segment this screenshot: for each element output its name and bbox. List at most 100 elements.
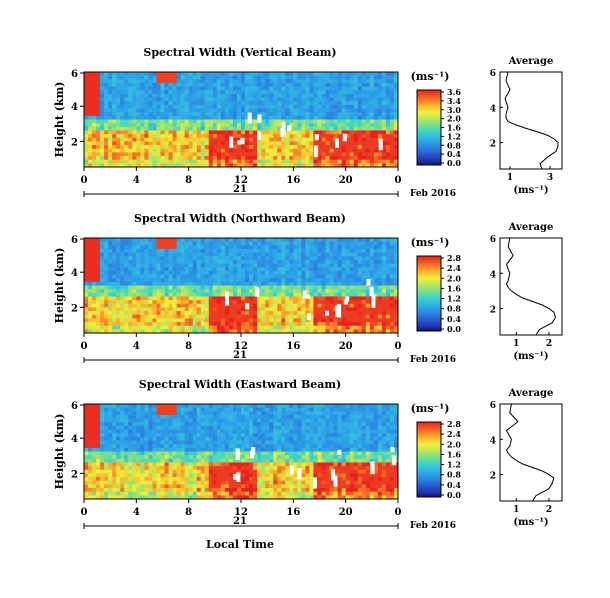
- heatmap-cell: [200, 292, 206, 297]
- heatmap-cell: [333, 130, 339, 135]
- heatmap-cell: [156, 141, 161, 146]
- heatmap-cell: [100, 245, 105, 250]
- heatmap-cell: [224, 97, 230, 102]
- heatmap-cell: [152, 101, 157, 106]
- heatmap-cell: [184, 422, 190, 427]
- heatmap-cell: [357, 112, 363, 117]
- heatmap-cell: [164, 126, 169, 131]
- heatmap-cell: [168, 159, 173, 164]
- heatmap-cell: [144, 104, 149, 109]
- heatmap-cell: [100, 152, 105, 157]
- heatmap-cell: [353, 130, 359, 135]
- heatmap-cell: [317, 115, 322, 120]
- heatmap-cell: [253, 314, 258, 319]
- heatmap-cell: [148, 289, 153, 294]
- heatmap-cell: [128, 108, 133, 113]
- heatmap-cell: [136, 267, 141, 272]
- heatmap-cell: [341, 156, 347, 161]
- heatmap-cell: [116, 263, 121, 268]
- heatmap-cell: [108, 108, 113, 113]
- heatmap-cell: [317, 72, 322, 77]
- heatmap-cell: [385, 126, 391, 131]
- heatmap-cell: [100, 259, 105, 264]
- heatmap-cell: [116, 134, 121, 139]
- heatmap-cell: [84, 256, 89, 261]
- heatmap-cell: [196, 252, 202, 257]
- heatmap-cell: [128, 72, 133, 77]
- colorbar-tick-label: 0.8: [447, 140, 461, 150]
- heatmap-cell: [349, 152, 355, 157]
- heatmap-cell: [281, 75, 286, 80]
- heatmap-cell: [184, 303, 190, 308]
- heatmap-cell: [128, 145, 133, 150]
- heatmap-cell: [196, 101, 202, 106]
- heatmap-cell: [301, 241, 306, 246]
- heatmap-cell: [88, 447, 93, 452]
- heatmap-cell: [144, 259, 149, 264]
- heatmap-cell: [204, 86, 210, 91]
- heatmap-cell: [232, 263, 238, 268]
- heatmap-cell: [297, 256, 302, 261]
- heatmap-cell: [88, 241, 93, 246]
- heatmap-cell: [112, 466, 117, 471]
- heatmap-cell: [108, 300, 113, 305]
- heatmap-cell: [285, 263, 290, 268]
- heatmap-cell: [289, 72, 294, 77]
- heatmap-cell: [84, 79, 89, 84]
- heatmap-cell: [96, 278, 101, 283]
- heatmap-cell: [204, 263, 210, 268]
- heatmap-cell: [321, 259, 326, 264]
- heatmap-cell: [108, 285, 113, 290]
- heatmap-cell: [188, 119, 194, 124]
- heatmap-cell: [100, 473, 105, 478]
- heatmap-cell: [289, 285, 294, 290]
- heatmap-cell: [180, 278, 186, 283]
- heatmap-cell: [369, 245, 375, 250]
- heatmap-cell: [164, 491, 169, 496]
- heatmap-cell: [108, 152, 113, 157]
- heatmap-cell: [148, 404, 153, 409]
- heatmap-cell: [369, 90, 375, 95]
- heatmap-cell: [381, 148, 387, 153]
- heatmap-cell: [116, 145, 121, 150]
- heatmap-cell: [144, 72, 149, 77]
- heatmap-cell: [184, 407, 190, 412]
- heatmap-cell: [253, 75, 258, 80]
- heatmap-cell: [88, 245, 93, 250]
- heatmap-cell: [96, 134, 101, 139]
- heatmap-cell: [309, 104, 314, 109]
- heatmap-cell: [269, 241, 274, 246]
- heatmap-cell: [196, 436, 202, 441]
- heatmap-cell: [393, 307, 399, 312]
- heatmap-cell: [148, 462, 153, 467]
- colorbar-tick-label: 0.0: [447, 158, 461, 168]
- heatmap-cell: [393, 252, 399, 257]
- heatmap-cell: [385, 130, 391, 135]
- heatmap-cell: [236, 285, 242, 290]
- heatmap-cell: [333, 322, 339, 327]
- heatmap-cell: [84, 285, 89, 290]
- heatmap-cell: [116, 318, 121, 323]
- heatmap-cell: [241, 256, 246, 261]
- heatmap-cell: [333, 123, 339, 128]
- heatmap-cell: [353, 104, 359, 109]
- heatmap-cell: [301, 303, 306, 308]
- heatmap-cell: [132, 296, 137, 301]
- heatmap-cell: [116, 433, 121, 438]
- heatmap-cell: [160, 126, 165, 131]
- heatmap-cell: [373, 145, 379, 150]
- heatmap-cell: [172, 104, 177, 109]
- heatmap-cell: [361, 104, 367, 109]
- heatmap-cell: [176, 252, 182, 257]
- heatmap-cell: [200, 159, 206, 164]
- heatmap-cell: [293, 248, 298, 254]
- heatmap-cell: [108, 241, 113, 246]
- heatmap-cell: [196, 267, 202, 272]
- heatmap-cell: [257, 152, 262, 157]
- heatmap-cell: [236, 296, 242, 301]
- heatmap-cell: [329, 278, 334, 283]
- heatmap-cell: [148, 440, 153, 445]
- heatmap-cell: [188, 256, 194, 261]
- heatmap-cell: [160, 267, 165, 272]
- heatmap-cell: [393, 115, 399, 120]
